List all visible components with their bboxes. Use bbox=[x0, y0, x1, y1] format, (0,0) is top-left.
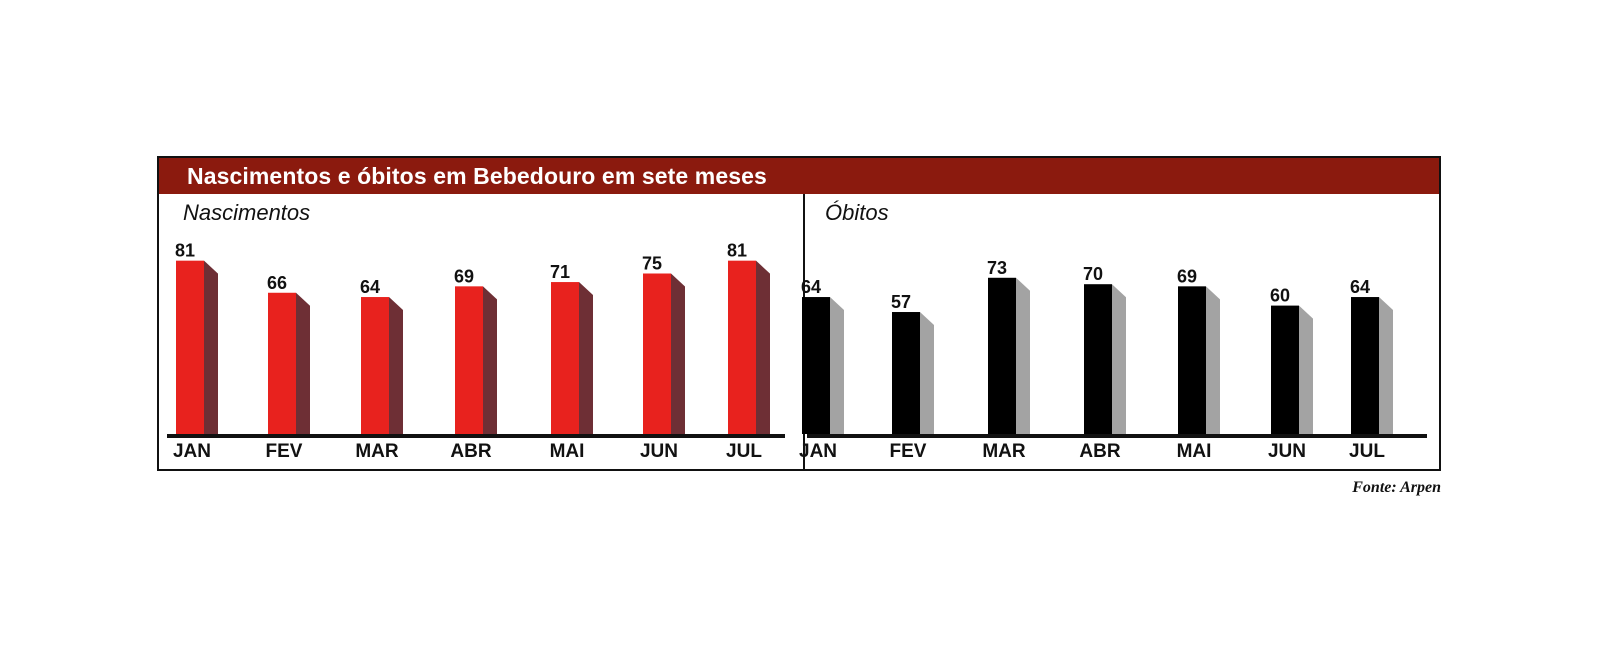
obitos-bar-side bbox=[1112, 284, 1126, 434]
chart-title: Nascimentos e óbitos em Bebedouro em set… bbox=[187, 163, 767, 189]
obitos-value-label: 70 bbox=[1083, 264, 1103, 284]
nascimentos-value-label: 71 bbox=[550, 262, 570, 282]
obitos-category-label: MAI bbox=[1177, 441, 1212, 462]
obitos-value-label: 69 bbox=[1177, 266, 1197, 286]
nascimentos-bar-side bbox=[756, 260, 770, 434]
obitos-category-label: ABR bbox=[1079, 441, 1120, 462]
obitos-value-label: 64 bbox=[801, 277, 821, 297]
obitos-category-label: FEV bbox=[890, 441, 927, 462]
nascimentos-bar-side bbox=[579, 282, 593, 434]
nascimentos-value-label: 69 bbox=[454, 266, 474, 286]
obitos-category-label: JUL bbox=[1349, 441, 1385, 462]
nascimentos-bar-abr bbox=[455, 286, 497, 434]
obitos-bar-front bbox=[1351, 297, 1379, 434]
chart-figure: Nascimentos e óbitos em Bebedouro em set… bbox=[157, 156, 1441, 471]
nascimentos-bar-side bbox=[483, 286, 497, 434]
nascimentos-category-label: MAI bbox=[550, 441, 585, 462]
obitos-bar-front bbox=[802, 297, 830, 434]
obitos-value-label: 57 bbox=[891, 292, 911, 312]
nascimentos-category-label: FEV bbox=[266, 441, 303, 462]
obitos-bar-side bbox=[1016, 277, 1030, 434]
nascimentos-value-label: 81 bbox=[727, 241, 747, 261]
nascimentos-value-label: 66 bbox=[267, 273, 287, 293]
nascimentos-category-label: JUL bbox=[726, 441, 762, 462]
nascimentos-bar-jul bbox=[728, 260, 770, 434]
obitos-value-label: 64 bbox=[1350, 277, 1370, 297]
obitos-bar-side bbox=[1299, 305, 1313, 434]
nascimentos-category-label: ABR bbox=[450, 441, 491, 462]
nascimentos-panel-title: Nascimentos bbox=[183, 200, 311, 225]
nascimentos-category-label: JUN bbox=[640, 441, 678, 462]
nascimentos-category-label: MAR bbox=[355, 441, 399, 462]
obitos-category-label: JAN bbox=[799, 441, 837, 462]
nascimentos-bar-front bbox=[176, 260, 204, 434]
obitos-panel-title: Óbitos bbox=[825, 200, 889, 225]
obitos-category-label: MAR bbox=[982, 441, 1026, 462]
nascimentos-bar-front bbox=[551, 282, 579, 434]
source-note: Fonte: Arpen bbox=[1352, 479, 1441, 496]
obitos-bar-front bbox=[1178, 286, 1206, 434]
nascimentos-value-label: 81 bbox=[175, 241, 195, 261]
nascimentos-bar-fev bbox=[268, 292, 310, 434]
title-band: Nascimentos e óbitos em Bebedouro em set… bbox=[159, 158, 1439, 194]
nascimentos-category-label: JAN bbox=[173, 441, 211, 462]
obitos-category-label: JUN bbox=[1268, 441, 1306, 462]
obitos-value-label: 60 bbox=[1270, 286, 1290, 306]
nascimentos-bar-front bbox=[268, 292, 296, 434]
nascimentos-panel: Nascimentos 81 JAN 66 FEV 64 MAR 69 ABR 71 MAI 75 J… bbox=[159, 194, 803, 469]
obitos-bar-jun bbox=[1271, 305, 1313, 434]
nascimentos-bar-chart: 81 JAN 66 FEV 64 MAR 69 ABR 71 MAI 75 JUN 81 JUL bbox=[167, 241, 785, 462]
obitos-bar-jan bbox=[802, 297, 844, 434]
obitos-bar-jul bbox=[1351, 297, 1393, 434]
obitos-bar-abr bbox=[1084, 284, 1126, 434]
nascimentos-bar-front bbox=[455, 286, 483, 434]
nascimentos-value-label: 75 bbox=[642, 254, 662, 274]
obitos-bar-side bbox=[1379, 297, 1393, 434]
nascimentos-bar-front bbox=[643, 273, 671, 434]
nascimentos-bar-front bbox=[728, 260, 756, 434]
obitos-value-label: 73 bbox=[987, 258, 1007, 278]
obitos-bar-mar bbox=[988, 277, 1030, 434]
obitos-bar-front bbox=[988, 277, 1016, 434]
obitos-bar-fev bbox=[892, 312, 934, 434]
obitos-bar-side bbox=[920, 312, 934, 434]
nascimentos-bar-side bbox=[389, 297, 403, 434]
nascimentos-bar-jun bbox=[643, 273, 685, 434]
nascimentos-bar-jan bbox=[176, 260, 218, 434]
obitos-panel: Óbitos 64 JAN 57 FEV 73 MAR 70 ABR 69 MAI 60 JUN 64 J… bbox=[799, 194, 1439, 469]
obitos-bar-chart: 64 JAN 57 FEV 73 MAR 70 ABR 69 MAI 60 JUN 64 JUL bbox=[799, 258, 1427, 462]
obitos-bar-front bbox=[1084, 284, 1112, 434]
nascimentos-bar-side bbox=[296, 292, 310, 434]
nascimentos-bar-side bbox=[204, 260, 218, 434]
nascimentos-bar-front bbox=[361, 297, 389, 434]
obitos-bar-side bbox=[830, 297, 844, 434]
obitos-bar-mai bbox=[1178, 286, 1220, 434]
nascimentos-bar-mar bbox=[361, 297, 403, 434]
nascimentos-bar-side bbox=[671, 273, 685, 434]
obitos-bar-front bbox=[1271, 305, 1299, 434]
obitos-bar-front bbox=[892, 312, 920, 434]
nascimentos-value-label: 64 bbox=[360, 277, 380, 297]
nascimentos-bar-mai bbox=[551, 282, 593, 434]
obitos-bar-side bbox=[1206, 286, 1220, 434]
